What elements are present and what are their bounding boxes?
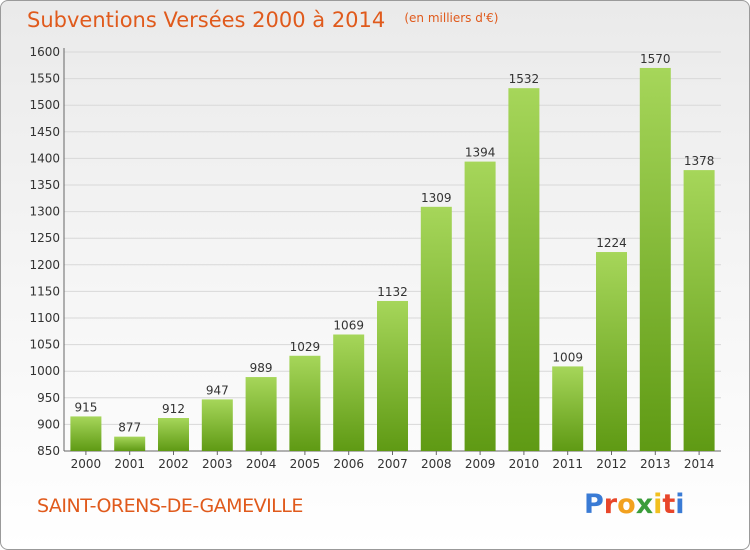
logo-letter: i bbox=[653, 489, 663, 520]
bar-2013 bbox=[639, 67, 671, 452]
bar-2007 bbox=[377, 300, 408, 451]
y-tick-label: 1300 bbox=[29, 205, 60, 219]
bar-2002 bbox=[158, 418, 189, 451]
logo-letter: i bbox=[675, 489, 685, 520]
bar-2012 bbox=[596, 252, 627, 451]
logo-letter: o bbox=[617, 489, 636, 520]
y-tick-label: 1050 bbox=[29, 338, 60, 352]
x-tick-label-2013: 2013 bbox=[640, 457, 671, 471]
x-tick-label-2008: 2008 bbox=[421, 457, 452, 471]
x-tick-label-2010: 2010 bbox=[509, 457, 540, 471]
bar-2014 bbox=[683, 170, 715, 451]
y-tick-label: 1600 bbox=[29, 45, 60, 59]
data-label-2007: 1132 bbox=[377, 285, 408, 299]
x-tick-label-2009: 2009 bbox=[465, 457, 496, 471]
y-tick-label: 950 bbox=[37, 391, 60, 405]
y-tick-label: 850 bbox=[37, 444, 60, 458]
y-tick-label: 1150 bbox=[29, 284, 60, 298]
y-tick-label: 900 bbox=[37, 417, 60, 431]
x-tick-label-2003: 2003 bbox=[202, 457, 233, 471]
bar-2011 bbox=[552, 366, 584, 451]
data-label-2000: 915 bbox=[74, 400, 97, 414]
data-label-2010: 1532 bbox=[509, 72, 540, 86]
y-tick-label: 1000 bbox=[29, 364, 60, 378]
logo-letter: t bbox=[662, 489, 676, 520]
data-label-2004: 989 bbox=[250, 361, 273, 375]
bar-2009 bbox=[464, 161, 496, 452]
data-label-2008: 1309 bbox=[421, 191, 452, 205]
logo-letter: P bbox=[584, 489, 604, 520]
x-tick-label-2002: 2002 bbox=[158, 457, 189, 471]
y-tick-label: 1500 bbox=[29, 98, 60, 112]
x-tick-label-2005: 2005 bbox=[290, 457, 321, 471]
x-tick-label-2000: 2000 bbox=[71, 457, 102, 471]
data-label-2012: 1224 bbox=[596, 236, 627, 250]
data-label-2011: 1009 bbox=[552, 350, 583, 364]
x-tick-label-2001: 2001 bbox=[114, 457, 145, 471]
proxiti-logo: Proxiti bbox=[584, 489, 685, 520]
data-label-2013: 1570 bbox=[640, 52, 671, 66]
bar-2001 bbox=[114, 436, 146, 451]
bar-2008 bbox=[420, 206, 452, 451]
chart-subtitle: (en milliers d'€) bbox=[404, 11, 499, 25]
y-tick-label: 1450 bbox=[29, 125, 60, 139]
bar-2004 bbox=[245, 377, 277, 451]
logo-letter: r bbox=[603, 489, 618, 520]
bar-2010 bbox=[508, 88, 540, 452]
place-name: SAINT-ORENS-DE-GAMEVILLE bbox=[37, 495, 303, 517]
y-tick-label: 1200 bbox=[29, 258, 60, 272]
chart-title: Subventions Versées 2000 à 2014 bbox=[27, 8, 386, 32]
data-label-2001: 877 bbox=[118, 421, 141, 435]
x-tick-label-2014: 2014 bbox=[684, 457, 715, 471]
data-label-2006: 1069 bbox=[333, 318, 364, 332]
bar-2000 bbox=[70, 416, 102, 451]
data-label-2003: 947 bbox=[206, 383, 229, 397]
data-label-2009: 1394 bbox=[465, 146, 496, 160]
logo-letter: x bbox=[635, 489, 654, 520]
y-tick-label: 1250 bbox=[29, 231, 60, 245]
x-tick-label-2006: 2006 bbox=[333, 457, 364, 471]
title-line: Subventions Versées 2000 à 2014 (en mill… bbox=[27, 8, 498, 32]
y-tick-label: 1100 bbox=[29, 311, 60, 325]
data-label-2014: 1378 bbox=[684, 154, 715, 168]
x-tick-label-2012: 2012 bbox=[596, 457, 627, 471]
bars bbox=[70, 67, 715, 452]
x-tick-label-2007: 2007 bbox=[377, 457, 408, 471]
bar-2006 bbox=[333, 334, 365, 451]
y-tick-label: 1350 bbox=[29, 178, 60, 192]
bar-2003 bbox=[201, 399, 233, 451]
data-label-2002: 912 bbox=[162, 402, 185, 416]
y-tick-label: 1400 bbox=[29, 151, 60, 165]
data-label-2005: 1029 bbox=[290, 340, 321, 354]
y-tick-label: 1550 bbox=[29, 72, 60, 86]
bar-2005 bbox=[289, 355, 321, 451]
data-labels: 915 877 912 947 989 1029 1069 1132 1309 1394 1532 1… bbox=[74, 52, 714, 435]
x-tick-label-2011: 2011 bbox=[552, 457, 583, 471]
x-tick-label-2004: 2004 bbox=[246, 457, 277, 471]
axes: 850 900 950 1000 1050 1100 1150 1200 1250 1300 135… bbox=[29, 45, 721, 471]
